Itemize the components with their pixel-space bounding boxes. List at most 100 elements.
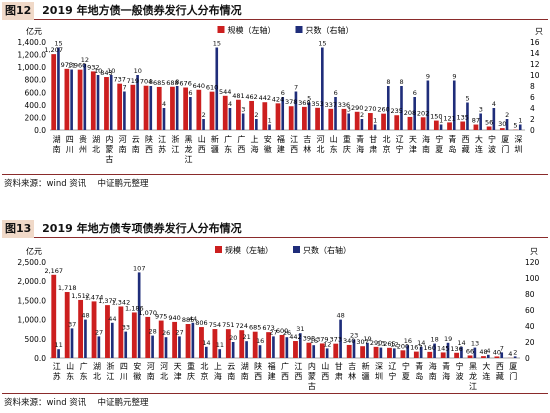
bar-amount [413,351,419,358]
bar-count [175,86,179,130]
bar-amount [420,117,426,130]
bar-amount [105,305,110,358]
bar-count-label: 7 [122,84,126,92]
bar-amount-label: 160 [424,344,436,352]
bar-count [392,348,396,358]
bar-count [109,75,113,130]
category-label: 上海 [251,135,259,154]
bar-count [325,348,329,358]
left-axis-tick-label: 0.0 [34,354,46,363]
category-label: 浙江 [171,134,179,154]
category-label: 山东 [66,361,74,381]
bar-count-label: 16 [310,337,318,345]
bar-amount-label: 4 [508,350,512,358]
bar-count [110,322,114,358]
category-label: 湖北 [92,135,100,154]
category-label: 广东 [80,361,88,381]
bar-count [413,97,416,130]
bar-count [386,86,390,130]
bar-count [204,346,208,358]
bar-count [245,341,248,358]
bar-amount-label: 544 [219,88,231,96]
bar-count-label: 19 [444,335,452,343]
category-label: 陕西 [254,361,262,381]
category-label: 福建 [268,362,276,381]
figure-13-title-bar: 图13 2019 年地方债专项债券发行人分布情况 [2,220,548,238]
bar-amount-label: 202 [417,109,429,117]
category-label: 青海 [442,361,450,381]
category-label: 深圳 [375,362,383,381]
category-label: 湖南 [241,362,249,381]
category-label: 云南 [132,135,140,154]
bar-count-label: 14 [457,339,465,347]
bar-count [473,347,477,358]
bar-amount-label: 676 [179,80,191,88]
bar-count [228,108,232,130]
bar-count-label: 26 [162,329,170,337]
bar-count-label: 37 [68,320,76,328]
bar-count [57,349,60,358]
category-label: 重庆 [187,361,195,381]
figure-13-source: 资料来源：wind 资讯 中证鹏元整理 [4,398,149,408]
category-label: 山西 [198,134,206,154]
category-label: 内蒙古 [308,361,316,391]
bar-amount-label: 1,377 [98,297,117,305]
bar-amount-label: 1,512 [71,292,90,300]
bar-count [136,75,139,130]
category-label: 贵州 [79,134,87,154]
category-label: 上海 [214,362,222,381]
bar-count [366,342,369,358]
bar-count [492,108,496,130]
bar-count-label: 26 [283,329,291,337]
bar-count [400,86,403,130]
bar-amount-label: 290 [370,339,382,347]
bar-count [123,91,126,130]
bar-amount-label: 973 [61,61,73,69]
legend-swatch-amount [215,246,222,253]
bar-amount-label: 704 [140,78,152,86]
bar-amount-label: 754 [209,321,221,329]
bar-count [178,336,181,358]
bar-amount [400,350,406,358]
bar-amount-label: 353 [311,100,323,108]
bar-amount-label: 442 [259,94,271,102]
bar-count-label: 23 [350,332,358,340]
category-label: 青岛 [448,134,456,154]
legend-label-count: 只数（右轴） [306,25,354,35]
bar-count-label: 3 [479,106,483,114]
bar-count-label: 107 [133,264,145,272]
bar-count-label: 5 [307,95,311,103]
bar-count [298,333,302,358]
bar-amount [145,316,151,358]
bar-amount [373,346,379,358]
bar-amount [196,89,202,130]
bar-amount [494,356,500,358]
bar-amount [367,113,373,130]
bar-amount [427,351,433,358]
bar-count-label: 7 [500,344,504,352]
bar-amount-label: 235 [391,107,403,115]
right-axis-tick-label: 14 [530,49,540,58]
bar-count-label: 2 [513,348,517,356]
bar-amount [236,99,241,130]
bar-count [433,343,436,358]
bar-count-label: 2 [254,111,258,119]
category-label: 深圳 [514,135,522,154]
left-axis-tick-label: 0.0 [34,126,46,135]
category-label: 天津 [174,362,182,381]
category-label: 广西 [281,361,289,381]
category-label: 吉林 [348,362,356,381]
right-axis-unit: 只 [530,247,538,256]
bar-count [164,337,168,358]
bar-amount [341,108,347,130]
left-axis-tick-label: 400.0 [25,101,47,110]
bar-count [379,347,383,358]
bar-count [70,328,74,358]
bar-amount-label: 136 [450,345,462,353]
bar-amount [262,102,268,130]
bar-amount [266,332,272,358]
bar-count [513,356,517,358]
figure-12-title-bar: 图12 2019 年地方债一般债券发行人分布情况 [2,2,548,20]
right-axis-tick-label: 0 [530,126,535,135]
bar-amount-label: 1,342 [112,298,131,306]
